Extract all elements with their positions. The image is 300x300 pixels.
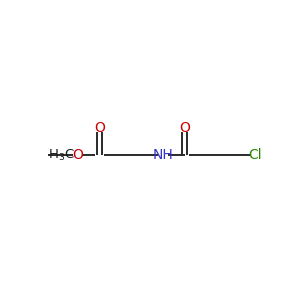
Text: O: O [94, 122, 105, 135]
Text: NH: NH [153, 148, 173, 162]
Text: O: O [179, 122, 190, 135]
Text: H$_3$C: H$_3$C [48, 148, 75, 163]
Text: O: O [72, 148, 83, 162]
Text: Cl: Cl [248, 148, 262, 162]
